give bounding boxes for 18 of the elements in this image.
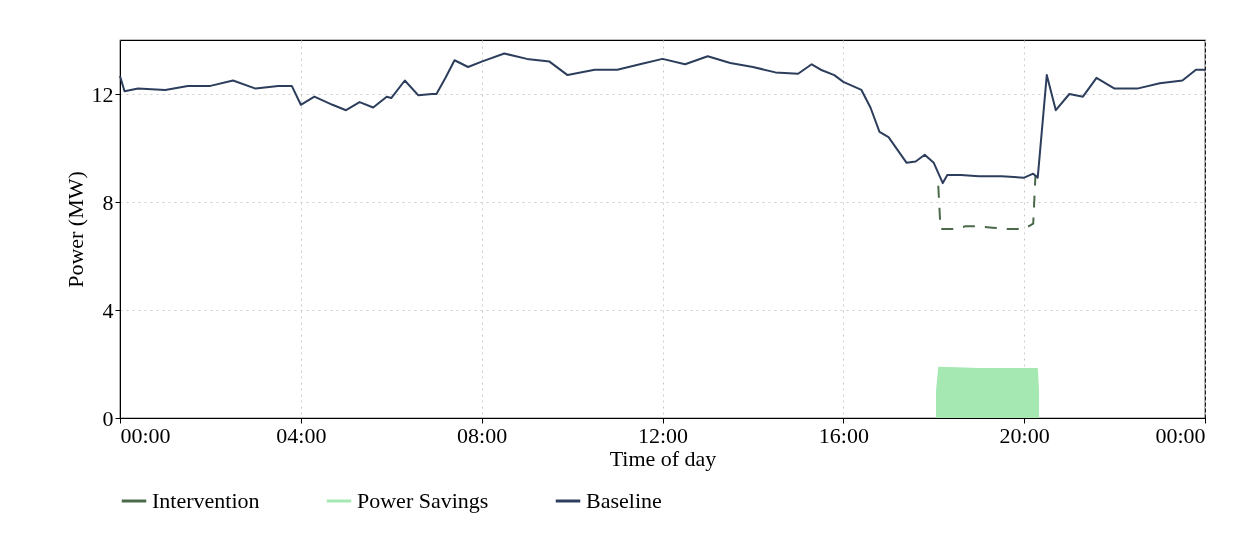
x-tick-label: 12:00 <box>637 422 689 448</box>
x-tick-label: 00:00 <box>120 422 171 448</box>
y-tick-label: 4 <box>102 297 114 323</box>
x-tick-label: 08:00 <box>457 422 508 448</box>
x-tick-label: 20:00 <box>999 422 1050 448</box>
line-series <box>119 52 1206 185</box>
legend-label: Power Savings <box>357 488 489 513</box>
legend-label: Baseline <box>586 488 662 513</box>
y-tick-label: 0 <box>102 405 114 431</box>
y-tick-label: 12 <box>91 81 114 107</box>
x-tick-label: 00:00 <box>1155 422 1206 448</box>
x-axis-title: Time of day <box>609 445 717 471</box>
legend-label: Intervention <box>152 488 260 513</box>
line-series <box>937 174 1037 230</box>
y-tick-label: 8 <box>102 189 114 215</box>
x-tick-label: 16:00 <box>818 422 869 448</box>
x-tick-label: 04:00 <box>276 422 327 448</box>
y-axis-title: Power (MW) <box>62 171 88 288</box>
